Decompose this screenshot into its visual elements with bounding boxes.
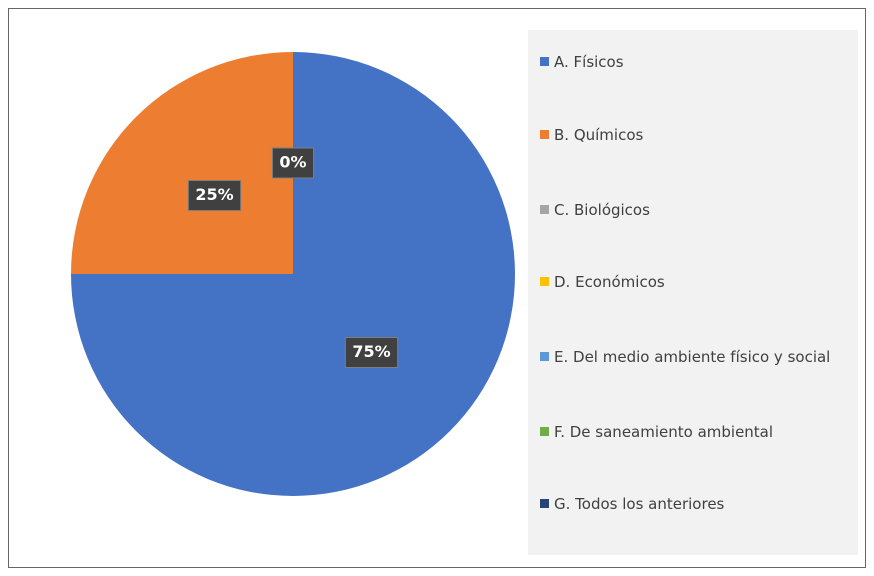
legend-item: E. Del medio ambiente físico y social xyxy=(540,345,858,369)
legend-swatch xyxy=(540,57,549,66)
data-label-box xyxy=(344,336,399,368)
legend-label: F. De saneamiento ambiental xyxy=(554,423,774,441)
data-label: 0% xyxy=(271,147,315,179)
legend-label: C. Biológicos xyxy=(554,201,650,219)
legend-item: C. Biológicos xyxy=(540,198,858,222)
data-label-box xyxy=(187,180,242,212)
legend-swatch xyxy=(540,277,549,286)
pie-slice xyxy=(71,52,293,274)
legend-label: D. Económicos xyxy=(554,273,665,291)
data-label-box xyxy=(271,147,315,179)
legend-swatch xyxy=(540,499,549,508)
legend-item: G. Todos los anteriores xyxy=(540,492,858,516)
data-label-text: 0% xyxy=(279,153,306,172)
legend: A. Físicos B. Químicos C. Biológicos D. Eco… xyxy=(528,30,858,555)
legend-label: B. Químicos xyxy=(554,126,644,144)
legend-swatch xyxy=(540,352,549,361)
legend-label: E. Del medio ambiente físico y social xyxy=(554,348,831,366)
legend-swatch xyxy=(540,130,549,139)
data-label: 75% xyxy=(344,336,399,368)
legend-item: A. Físicos xyxy=(540,50,858,74)
legend-item: B. Químicos xyxy=(540,123,858,147)
data-label-text: 75% xyxy=(352,342,390,361)
legend-item: F. De saneamiento ambiental xyxy=(540,420,858,444)
chart-border xyxy=(8,8,866,568)
legend-swatch xyxy=(540,427,549,436)
legend-item: D. Económicos xyxy=(540,270,858,294)
data-label: 25% xyxy=(187,180,242,212)
legend-swatch xyxy=(540,205,549,214)
data-label-text: 25% xyxy=(195,185,233,204)
legend-label: G. Todos los anteriores xyxy=(554,495,725,513)
legend-label: A. Físicos xyxy=(554,53,624,71)
